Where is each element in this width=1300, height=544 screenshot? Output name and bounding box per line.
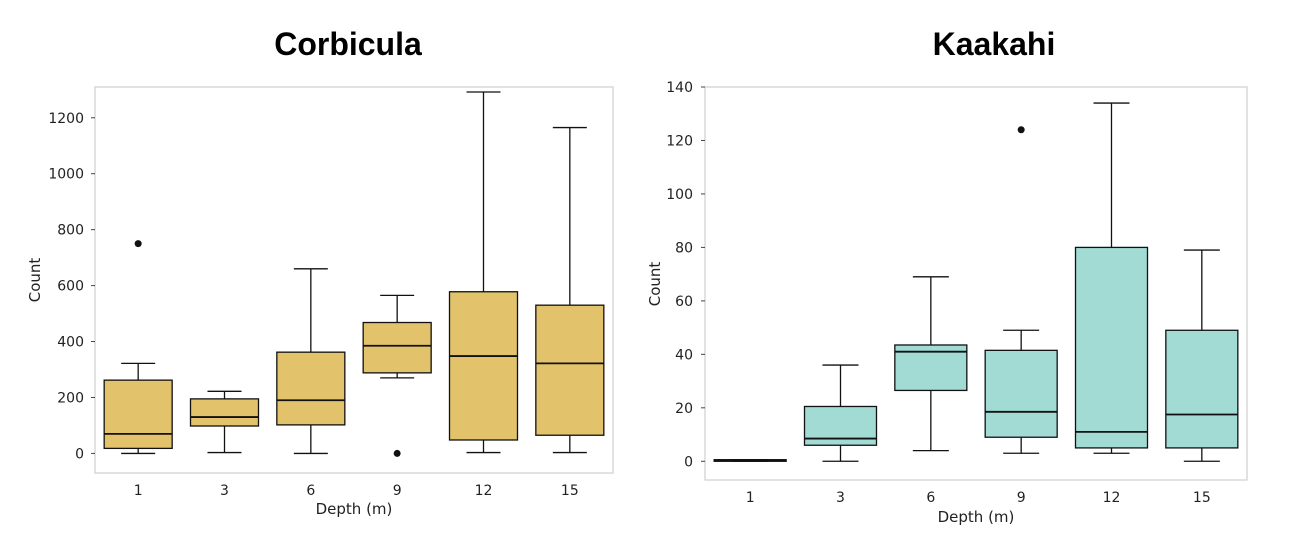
y-tick-label: 20 [675, 401, 693, 417]
y-tick-label: 200 [57, 390, 84, 406]
corbicula-title: Corbicula [274, 26, 422, 62]
x-tick-label: 3 [836, 490, 845, 506]
y-tick-label: 1000 [48, 167, 84, 183]
x-tick-label: 6 [926, 490, 935, 506]
y-tick-label: 120 [666, 133, 693, 149]
y-tick-label: 140 [666, 80, 693, 96]
y-tick-label: 400 [57, 335, 84, 351]
y-tick-label: 100 [666, 187, 693, 203]
y-tick-label: 800 [57, 223, 84, 239]
plot-frame [704, 86, 1248, 481]
x-tick-label: 15 [561, 483, 579, 499]
box-iqr [448, 291, 519, 441]
y-tick-label: 1200 [48, 111, 84, 127]
y-tick-label: 600 [57, 279, 84, 295]
box-iqr [362, 321, 432, 374]
x-tick-label: 12 [475, 483, 493, 499]
y-tick-label: 40 [675, 347, 693, 363]
box-iqr [276, 351, 346, 426]
y-tick-label: 0 [684, 454, 693, 470]
x-axis-label: Depth (m) [316, 500, 393, 518]
x-tick-label: 6 [306, 483, 315, 499]
y-axis-label: Count [26, 258, 44, 303]
box-iqr [1165, 329, 1239, 449]
x-tick-label: 9 [1017, 490, 1026, 506]
x-tick-label: 3 [220, 483, 229, 499]
y-tick-label: 60 [675, 294, 693, 310]
box-iqr [189, 398, 260, 427]
x-tick-label: 9 [393, 483, 402, 499]
x-tick-label: 15 [1193, 490, 1211, 506]
outlier-point [393, 449, 401, 457]
x-tick-label: 12 [1103, 490, 1121, 506]
outlier-point [134, 240, 142, 248]
y-axis-label: Count [646, 262, 664, 307]
box-iqr [1074, 246, 1149, 449]
box-iqr [984, 349, 1058, 438]
x-axis-label: Depth (m) [938, 508, 1015, 526]
box-iqr [535, 304, 605, 436]
box-iqr [103, 379, 173, 450]
kaakahi-title: Kaakahi [932, 26, 1056, 62]
x-tick-label: 1 [134, 483, 143, 499]
plot-frame [94, 86, 614, 474]
outlier-point [1017, 126, 1025, 134]
y-tick-label: 80 [675, 240, 693, 256]
x-tick-label: 1 [746, 490, 755, 506]
y-tick-label: 0 [75, 446, 84, 462]
